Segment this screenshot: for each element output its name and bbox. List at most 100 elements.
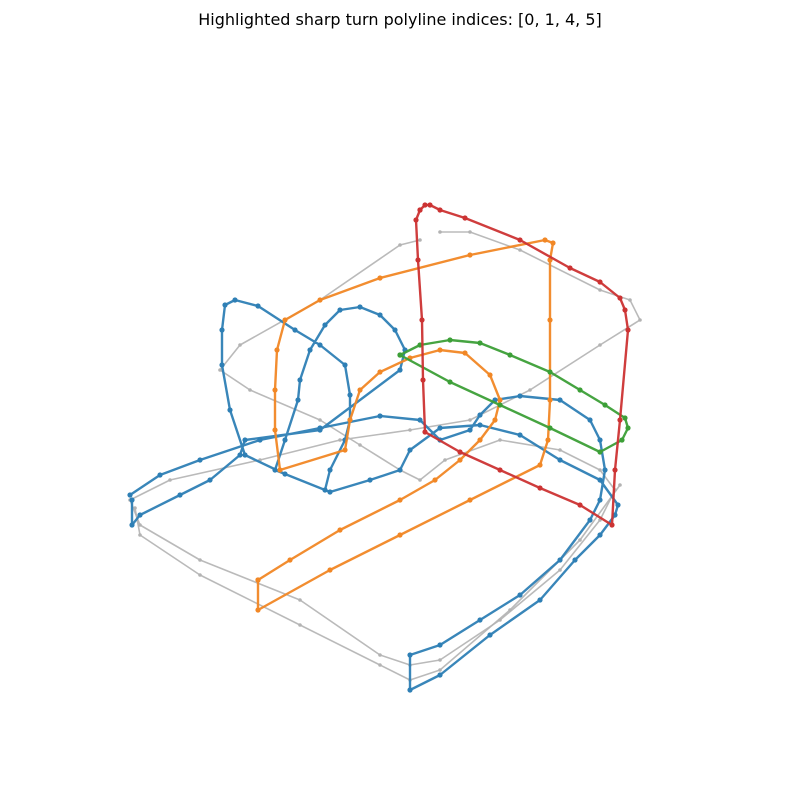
orange-polyline-vertex — [542, 237, 548, 243]
red-polyline-vertex — [427, 202, 433, 208]
blue-polyline-vertex — [342, 362, 348, 368]
context-polyline-b-vertex — [438, 668, 442, 672]
blue-polyline-vertex — [197, 457, 203, 463]
orange-polyline-vertex — [547, 317, 553, 323]
context-polyline-b — [133, 483, 622, 682]
orange-polyline-vertex — [272, 427, 278, 433]
blue-polyline-vertex — [392, 327, 398, 333]
green-polyline-vertex — [507, 352, 513, 358]
blue-polyline-vertex — [255, 303, 261, 309]
blue-polyline-vertex — [597, 497, 603, 503]
red-polyline-vertex — [417, 207, 423, 213]
orange-polyline-vertex — [547, 397, 553, 403]
context-polyline-a-vertex — [358, 443, 362, 447]
context-polyline-a-vertex — [418, 478, 422, 482]
blue-polyline-vertex — [219, 327, 225, 333]
blue-polyline-vertex — [292, 327, 298, 333]
blue-polyline-vertex — [367, 477, 373, 483]
blue-polyline-vertex — [417, 417, 423, 423]
red-polyline-vertex — [537, 485, 543, 491]
context-polyline-a-vertex — [168, 478, 172, 482]
context-polyline-a-vertex — [498, 438, 502, 442]
blue-polyline-vertex — [557, 397, 563, 403]
red-polyline-vertex — [612, 467, 618, 473]
blue-polyline-vertex — [517, 432, 523, 438]
orange-polyline-vertex — [487, 372, 493, 378]
orange-polyline-vertex — [550, 240, 556, 246]
green-polyline-vertex — [447, 379, 453, 385]
blue-polyline-vertex — [597, 437, 603, 443]
blue-polyline-vertex — [219, 362, 225, 368]
green-polyline-vertex — [547, 369, 553, 375]
context-polyline-a-vertex — [238, 343, 242, 347]
red-polyline-vertex — [567, 265, 573, 271]
blue-polyline-vertex — [127, 492, 133, 498]
blue-polyline-vertex — [572, 557, 578, 563]
figure-title: Highlighted sharp turn polyline indices:… — [198, 10, 602, 29]
blue-polyline-vertex — [467, 427, 473, 433]
blue-polyline-vertex — [615, 502, 621, 508]
orange-polyline-vertex — [492, 417, 498, 423]
orange-polyline-vertex — [377, 369, 383, 375]
orange-polyline-vertex — [287, 557, 293, 563]
context-polyline-b-path — [134, 484, 621, 681]
blue-polyline-vertex — [322, 322, 328, 328]
blue-polyline-vertex — [322, 487, 328, 493]
red-polyline-vertex — [622, 307, 628, 313]
orange-polyline-vertex — [397, 532, 403, 538]
green-polyline-vertex — [397, 352, 403, 358]
red-polyline-vertex — [577, 502, 583, 508]
context-polyline-b-vertex — [298, 623, 302, 627]
orange-polyline-vertex — [255, 607, 261, 613]
context-polyline-a-vertex — [298, 598, 302, 602]
orange-polyline-vertex — [545, 437, 551, 443]
blue-polyline-vertex — [407, 652, 413, 658]
blue-polyline-vertex — [357, 304, 363, 310]
orange-polyline-vertex — [274, 347, 280, 353]
orange-polyline-vertex — [497, 397, 503, 403]
blue-polyline-vertex — [295, 397, 301, 403]
orange-polyline-vertex — [347, 417, 353, 423]
red-polyline-vertex — [415, 257, 421, 263]
red-polyline-vertex — [419, 317, 425, 323]
orange-polyline-vertex — [467, 252, 473, 258]
red-polyline-vertex — [617, 295, 623, 301]
blue-polyline-vertex — [227, 407, 233, 413]
orange-polyline-vertex — [397, 497, 403, 503]
context-polyline-a-vertex — [438, 230, 442, 234]
context-polyline-b-vertex — [618, 483, 622, 487]
orange-polyline-vertex — [437, 347, 443, 353]
blue-polyline-vertex — [327, 489, 333, 495]
blue-polyline-vertex — [397, 367, 403, 373]
blue-polyline-vertex — [327, 467, 333, 473]
blue-polyline-vertex — [337, 307, 343, 313]
blue-polyline-vertex — [477, 617, 483, 623]
red-polyline — [413, 202, 631, 528]
context-polyline-b-vertex — [578, 538, 582, 542]
blue-polyline-vertex — [377, 413, 383, 419]
red-polyline-vertex — [413, 217, 419, 223]
green-polyline — [397, 337, 631, 455]
context-polyline-a-vertex — [558, 448, 562, 452]
blue-polyline-vertex — [317, 342, 323, 348]
blue-polyline-vertex — [317, 427, 323, 433]
blue-polyline-vertex — [177, 492, 183, 498]
red-polyline-path — [414, 203, 630, 527]
blue-polyline-vertex — [137, 512, 143, 518]
orange-polyline-vertex — [272, 387, 278, 393]
green-polyline-vertex — [597, 449, 603, 455]
context-polyline-a-vertex — [628, 298, 632, 302]
context-polyline-a-vertex — [198, 558, 202, 562]
blue-polyline-vertex — [477, 412, 483, 418]
green-polyline-vertex — [497, 402, 503, 408]
blue-polyline-vertex — [477, 422, 483, 428]
blue-polyline-vertex — [437, 642, 443, 648]
orange-polyline-vertex — [277, 467, 283, 473]
context-polyline-b-vertex — [508, 608, 512, 612]
red-polyline-vertex — [437, 207, 443, 213]
orange-polyline-vertex — [327, 567, 333, 573]
blue-polyline — [127, 297, 621, 693]
orange-polyline-path — [256, 238, 555, 612]
blue-polyline-vertex — [242, 437, 248, 443]
